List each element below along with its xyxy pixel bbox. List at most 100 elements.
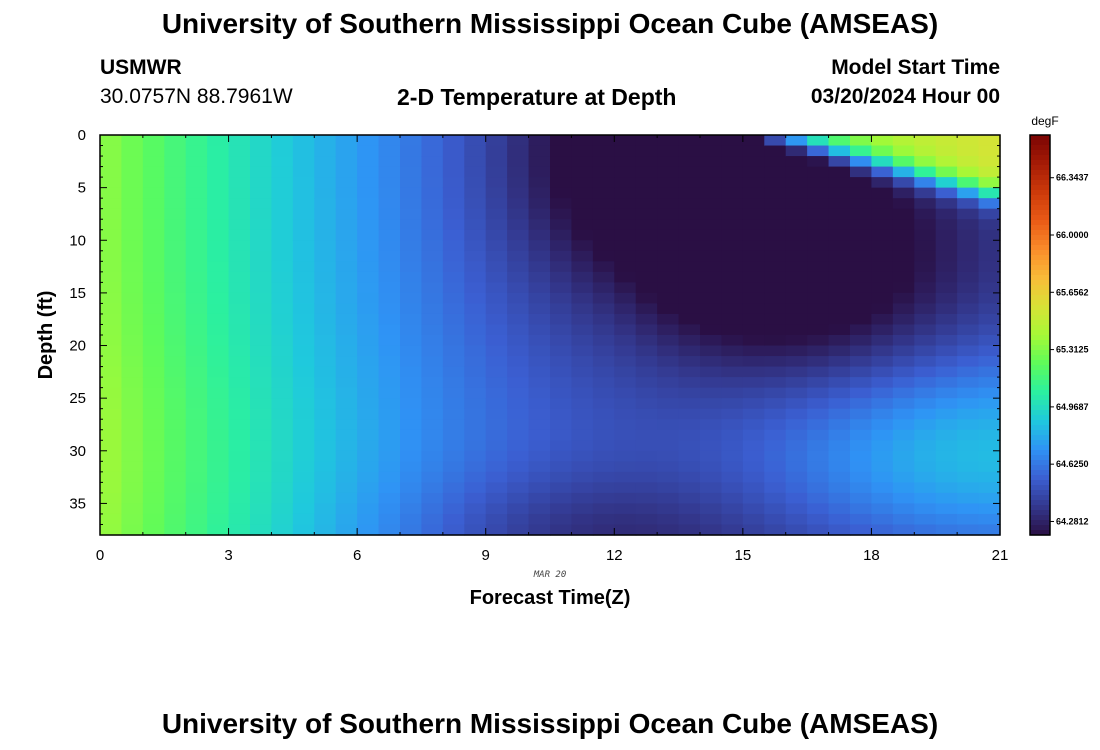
heatmap-cell — [164, 250, 187, 262]
heatmap-cell — [400, 292, 423, 305]
heatmap-cell — [507, 387, 530, 399]
heatmap-cell — [700, 429, 723, 441]
heatmap-cell — [935, 240, 958, 252]
heatmap-cell — [850, 492, 873, 505]
heatmap-cell — [357, 292, 380, 305]
heatmap-cell — [871, 513, 894, 526]
heatmap-cell — [250, 345, 273, 357]
heatmap-cell — [614, 377, 637, 389]
y-tick-label: 0 — [78, 127, 86, 144]
heatmap-cell — [485, 471, 508, 483]
heatmap-cell — [442, 356, 465, 368]
heatmap-cell — [100, 145, 123, 157]
heatmap-cell — [592, 335, 615, 347]
heatmap-cell — [850, 345, 873, 357]
heatmap-cell — [357, 282, 380, 294]
heatmap-cell — [528, 166, 551, 178]
heatmap-cell — [978, 240, 1001, 252]
heatmap-cell — [678, 492, 701, 505]
colorbar-swatch — [1030, 210, 1050, 216]
heatmap-cell — [442, 513, 465, 526]
heatmap-cell — [485, 429, 508, 441]
heatmap-cell — [228, 261, 251, 273]
heatmap-cell — [550, 271, 573, 283]
heatmap-cell — [550, 377, 573, 389]
heatmap-cell — [550, 503, 573, 515]
x-tick-label: 18 — [863, 547, 880, 564]
heatmap-cell — [421, 461, 444, 473]
heatmap-cell — [914, 503, 937, 515]
heatmap-cell — [807, 345, 830, 357]
heatmap-cell — [635, 482, 658, 494]
heatmap-cell — [785, 345, 808, 357]
heatmap-cell — [635, 377, 658, 389]
heatmap-cell — [550, 219, 573, 231]
heatmap-cell — [357, 177, 380, 189]
heatmap-cell — [400, 208, 423, 220]
heatmap-cell — [635, 366, 658, 378]
heatmap-cell — [421, 377, 444, 389]
heatmap-cell — [121, 250, 144, 262]
heatmap-cell — [421, 324, 444, 336]
heatmap-cell — [678, 166, 701, 178]
heatmap-cell — [764, 229, 787, 241]
heatmap-cell — [871, 261, 894, 273]
heatmap-cell — [850, 229, 873, 241]
heatmap-cell — [292, 198, 315, 210]
heatmap-cell — [314, 156, 337, 168]
colorbar-swatch — [1030, 415, 1050, 421]
heatmap-cell — [121, 482, 144, 494]
x-tick-label: 9 — [482, 547, 490, 564]
heatmap-cell — [378, 524, 401, 536]
heatmap-cell — [700, 187, 723, 199]
heatmap-cell — [657, 398, 680, 410]
heatmap-cell — [764, 145, 787, 157]
heatmap-cell — [357, 387, 380, 399]
heatmap-cell — [314, 440, 337, 452]
x-tick-label: 0 — [96, 547, 104, 564]
heatmap-cell — [678, 303, 701, 315]
heatmap-cell — [678, 345, 701, 357]
heatmap-cell — [207, 398, 230, 410]
heatmap-cell — [957, 240, 980, 252]
heatmap-cell — [571, 356, 594, 368]
heatmap-cell — [185, 471, 208, 483]
colorbar-swatch — [1030, 345, 1050, 351]
colorbar-swatch — [1030, 485, 1050, 491]
heatmap-cell — [464, 450, 487, 462]
heatmap-cell — [250, 335, 273, 347]
heatmap-cell — [335, 482, 358, 494]
heatmap-cell — [421, 229, 444, 241]
heatmap-cell — [957, 356, 980, 368]
heatmap-cell — [142, 145, 165, 157]
heatmap-cell — [100, 187, 123, 199]
heatmap-cell — [635, 492, 658, 505]
heatmap-cell — [828, 156, 851, 168]
heatmap-cell — [228, 513, 251, 526]
heatmap-cell — [807, 356, 830, 368]
heatmap-cell — [100, 503, 123, 515]
heatmap-cell — [850, 250, 873, 262]
heatmap-cell — [785, 524, 808, 536]
heatmap-cell — [442, 135, 465, 147]
heatmap-cell — [400, 492, 423, 505]
heatmap-cell — [314, 313, 337, 326]
colorbar-swatch — [1030, 220, 1050, 226]
heatmap-cell — [592, 177, 615, 189]
colorbar-swatch — [1030, 280, 1050, 286]
heatmap-cell — [721, 345, 744, 357]
heatmap-cell — [185, 240, 208, 252]
heatmap-cell — [807, 187, 830, 199]
heatmap-cell — [164, 503, 187, 515]
heatmap-cell — [678, 356, 701, 368]
heatmap-cell — [592, 356, 615, 368]
heatmap-cell — [442, 398, 465, 410]
heatmap-cell — [207, 440, 230, 452]
heatmap-cell — [592, 366, 615, 378]
colorbar-swatch — [1030, 465, 1050, 471]
heatmap-cell — [742, 366, 765, 378]
heatmap-cell — [314, 503, 337, 515]
heatmap-cell — [700, 135, 723, 147]
heatmap-cell — [314, 345, 337, 357]
heatmap-cell — [700, 198, 723, 210]
